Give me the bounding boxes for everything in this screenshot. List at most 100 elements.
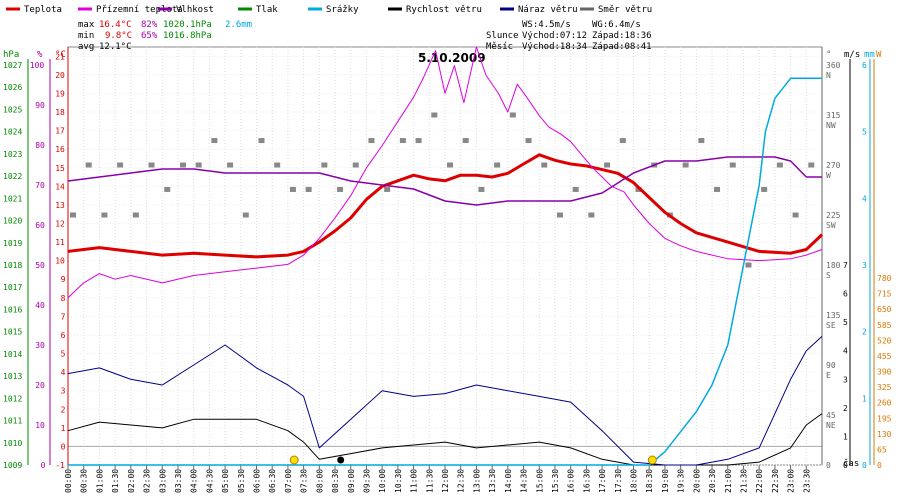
sun-wg: WG:6.4m/s [592,20,641,30]
pct-tick-label: 50 [35,261,45,270]
wind-dir-mark [462,138,469,144]
wind-dir-mark [85,162,92,168]
dir-compass-label: SE [826,321,836,330]
temp-tick-label: 13 [55,201,65,210]
x-tick-label: 10:00 [378,469,387,493]
hpa-tick-label: 1009 [3,461,22,470]
hpa-tick-label: 1019 [3,239,22,248]
x-tick-label: 01:00 [95,469,104,493]
pct-tick-label: 0 [41,461,46,470]
temp-tick-label: 0 [61,442,66,451]
hpa-tick-label: 1015 [3,328,22,337]
x-tick-label: 22:00 [755,469,764,493]
dir-compass-label: NW [826,121,836,130]
x-tick-label: 19:00 [661,469,670,493]
x-tick-label: 09:00 [347,469,356,493]
w-tick-label: 520 [877,336,892,345]
hpa-tick-label: 1027 [3,61,22,70]
pct-tick-label: 100 [30,61,45,70]
wind-dir-mark [604,162,611,168]
x-tick-label: 23:30 [802,469,811,493]
wind-dir-mark [195,162,202,168]
moon-set: Západ:08:41 [592,42,652,52]
wind-dir-mark [148,162,155,168]
x-tick-label: 14:30 [520,469,529,493]
dir-tick-label: 315 [826,111,841,120]
wind-dir-mark [352,162,359,168]
temp-tick-label: 1 [61,424,66,433]
temp-tick-label: 20 [55,71,65,80]
x-tick-label: 22:30 [771,469,780,493]
wind-dir-mark [431,112,438,118]
x-tick-label: 04:00 [190,469,199,493]
sun-sunrise: Východ:07:12 [522,31,587,41]
dir-tick-label: 135 [826,311,841,320]
mm-tick-label: 2 [862,328,867,337]
wind-dir-mark [242,212,249,218]
hpa-tick-label: 1022 [3,172,22,181]
temp-tick-label: 14 [55,182,65,191]
temp-tick-label: 6 [61,331,66,340]
wind-dir-mark [714,186,721,192]
wind-dir-mark [776,162,783,168]
wind-dir-mark [447,162,453,168]
stat-max-temp: 16.4°C [99,20,132,30]
dir-tick-label: 225 [826,211,841,220]
hpa-tick-label: 1014 [3,350,22,359]
ms-axis-title: m/s [844,50,860,60]
temp-tick-label: 9 [61,275,66,284]
stat-max-label: max [78,20,95,30]
wind-dir-mark [792,212,799,218]
hpa-tick-label: 1013 [3,372,22,381]
pct-tick-label: 70 [35,181,45,190]
moon-label: Měsíc [486,42,513,52]
wind-dir-mark [289,186,296,192]
legend-label: Vlhkost [176,5,214,15]
x-tick-label: 14:00 [504,469,513,493]
wind-dir-mark [384,186,391,192]
x-tick-label: 03:30 [174,469,183,493]
x-tick-label: 16:00 [567,469,576,493]
chart-title: 5.10.2009 [418,51,486,65]
mm-tick-label: 3 [862,261,867,270]
temp-tick-label: -1 [55,461,65,470]
w-tick-label: 65 [877,445,887,454]
x-tick-label: 08:30 [331,469,340,493]
plot-frame [67,46,823,466]
wind-dir-mark [258,138,265,144]
dir-tick-label: 360 [826,61,841,70]
x-tick-label: 08:00 [315,469,324,493]
pct-tick-label: 40 [35,301,45,310]
wind-dir-mark [509,112,516,118]
dir-tick-label: 0 [826,461,831,470]
x-tick-label: 21:00 [724,469,733,493]
hpa-tick-label: 1024 [3,128,22,137]
hpa-tick-label: 1017 [3,283,22,292]
wind-dir-mark [525,138,532,144]
hpa-tick-label: 1023 [3,150,22,159]
x-tick-label: 18:30 [645,469,654,493]
wind-dir-mark [682,162,689,168]
ms-tick-label: 6 [843,290,848,299]
hpa-tick-label: 1012 [3,394,22,403]
temp-axis-title: °C [55,50,66,60]
x-tick-label: 01:30 [111,469,120,493]
wind-dir-mark [808,162,815,168]
wind-dir-mark [132,212,139,218]
sun-sunset: Západ:18:36 [592,31,652,41]
w-tick-label: 0 [877,461,882,470]
dir-axis-title: ° [826,50,831,60]
hpa-tick-label: 1011 [3,417,22,426]
temp-tick-label: 18 [55,108,65,117]
hpa-tick-label: 1020 [3,217,22,226]
temp-tick-label: 11 [55,238,65,247]
temp-tick-label: 2 [61,405,66,414]
legend-label: Srážky [326,5,359,15]
dir-compass-label: NE [826,421,836,430]
temp-tick-label: 3 [61,387,66,396]
wind-dir-mark [117,162,124,168]
w-tick-label: 455 [877,352,892,361]
ms-tick-label: 0 [843,461,848,470]
x-tick-label: 13:00 [472,469,481,493]
